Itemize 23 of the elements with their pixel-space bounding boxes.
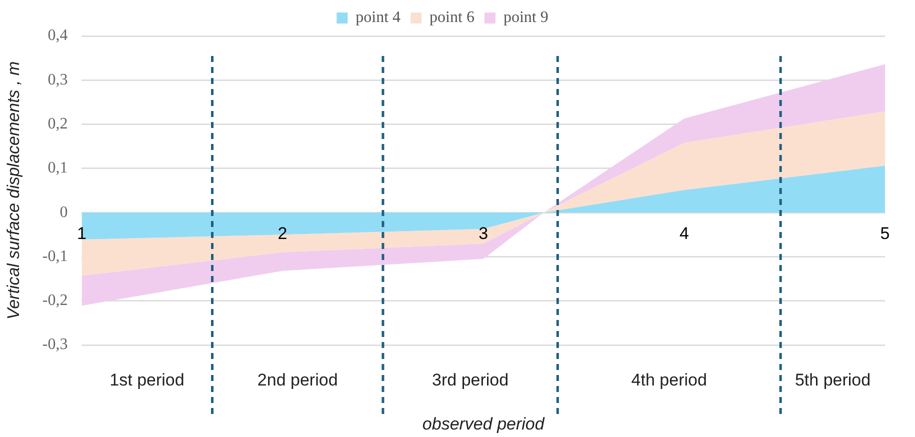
y-tick-label: -0,3: [42, 336, 68, 354]
x-tick-label: 3: [478, 224, 488, 243]
y-axis-title: Vertical surface displacements , m: [4, 61, 23, 320]
x-axis-title: observed period: [422, 414, 545, 434]
legend-label: point 4: [356, 9, 401, 26]
text: 4th period: [631, 370, 707, 390]
y-tick-label: 0,2: [48, 115, 68, 132]
x-tick-label: 5: [880, 224, 890, 243]
y-tick-label: 0: [60, 204, 68, 221]
text: 3rd period: [432, 370, 509, 390]
y-tick-label: 0,1: [48, 160, 68, 177]
x-tick-label: 4: [679, 224, 689, 243]
y-tick-label: -0,1: [42, 248, 68, 265]
y-tick-label: 0,3: [48, 71, 68, 88]
y-tick-label: 0,4: [48, 27, 68, 44]
y-tick-label: -0,2: [42, 292, 68, 310]
legend-label: point 9: [503, 9, 548, 26]
legend-label: point 6: [430, 9, 474, 26]
x-tick-label: 2: [278, 224, 288, 243]
text: 5th period: [794, 370, 871, 390]
x-tick-label: 1: [76, 224, 86, 243]
text: 2nd period: [257, 370, 338, 390]
text: 1st period: [110, 370, 184, 390]
